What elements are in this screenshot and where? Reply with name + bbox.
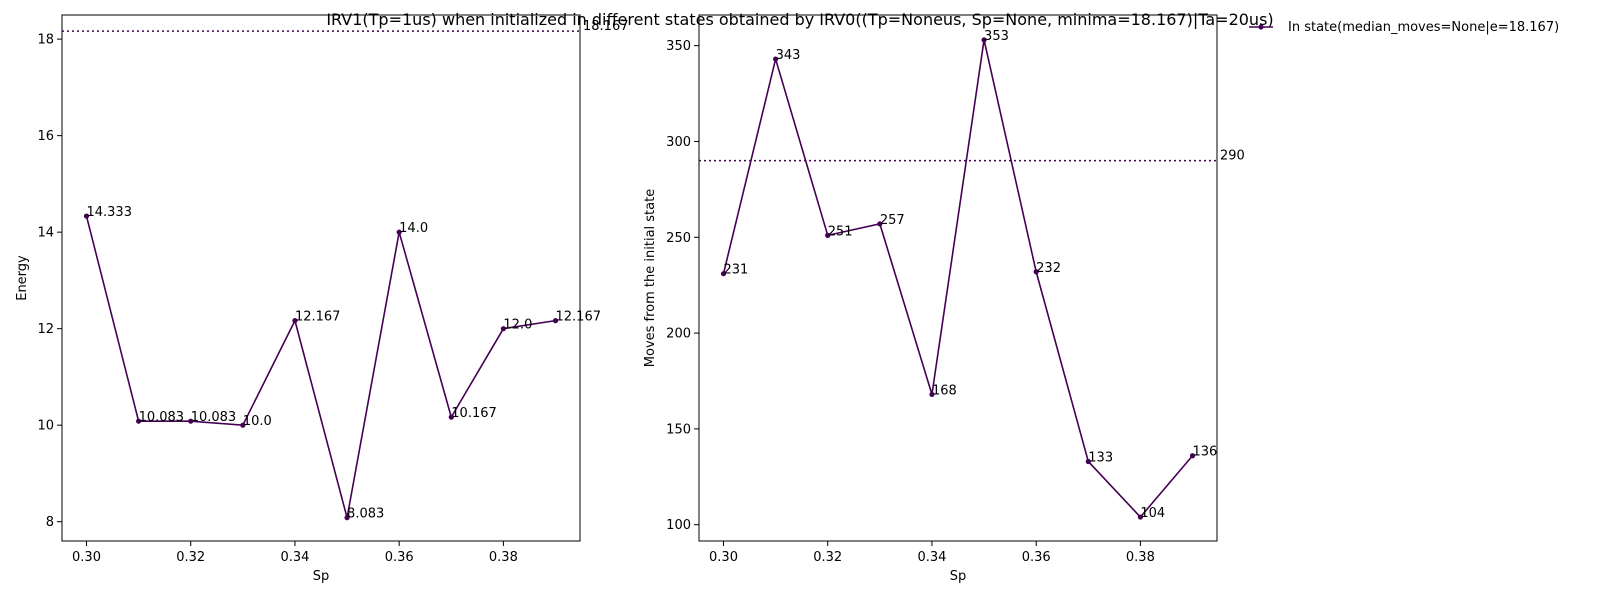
x-tick-label: 0.34 [280, 550, 309, 565]
x-tick-label: 0.36 [385, 550, 414, 565]
data-label: 257 [880, 213, 905, 228]
data-label: 12.0 [503, 318, 532, 333]
data-label: 10.167 [451, 406, 497, 421]
data-label: 133 [1088, 450, 1113, 465]
data-point [500, 326, 506, 332]
reference-line-label: 290 [1220, 149, 1245, 164]
data-point [344, 515, 350, 521]
data-label: 168 [932, 383, 957, 398]
data-point [825, 232, 831, 238]
y-axis-label: Moves from the initial state [643, 189, 658, 367]
y-tick-label: 10 [37, 419, 54, 434]
data-point [1085, 458, 1091, 465]
x-tick-label: 0.32 [176, 550, 205, 565]
data-point [188, 418, 194, 424]
y-tick-label: 18 [37, 33, 54, 48]
energy-panel: 0.30 0.32 0.34 0.36 0.38 8 10 12 14 16 18 Sp Energy 1… [15, 14, 629, 584]
y-tick-label: 350 [666, 39, 691, 54]
data-point [877, 221, 883, 227]
series-line [85, 215, 556, 518]
plot-frame [61, 14, 581, 542]
data-label: 14.333 [86, 205, 131, 220]
y-tick-label: 14 [37, 226, 54, 241]
data-label: 232 [1036, 261, 1061, 276]
y-tick-label: 12 [37, 322, 54, 337]
y-tick-label: 300 [666, 135, 691, 150]
legend: In state(median_moves=None|e=18.167) [1249, 20, 1559, 35]
y-tick-label: 8 [46, 515, 54, 530]
data-point [1189, 453, 1196, 459]
data-point [396, 229, 402, 235]
data-label: 353 [984, 29, 1009, 44]
data-point [1033, 269, 1039, 275]
legend-marker [1258, 24, 1264, 30]
data-point [240, 422, 246, 428]
x-tick-label: 0.34 [917, 550, 946, 565]
data-point [83, 213, 90, 219]
data-point [981, 37, 987, 43]
y-tick-label: 200 [666, 327, 691, 342]
chart-title: IRV1(Tp=1us) when initialized in differe… [326, 10, 1273, 29]
data-point [292, 318, 298, 324]
data-label: 10.0 [243, 414, 272, 429]
y-tick-label: 100 [666, 518, 691, 533]
data-point [1137, 514, 1143, 520]
y-tick-label: 16 [37, 129, 54, 144]
data-point [773, 56, 779, 62]
reference-line-label: 18.167 [583, 19, 629, 34]
x-tick-label: 0.36 [1022, 550, 1051, 565]
series-line [722, 39, 1194, 519]
data-label: 12.167 [295, 310, 341, 325]
x-tick-label: 0.38 [489, 550, 518, 565]
data-label: 10.083 [191, 410, 237, 425]
data-label: 10.083 [139, 410, 185, 425]
data-label: 251 [828, 224, 853, 239]
moves-panel: 0.30 0.32 0.34 0.36 0.38 100 150 200 250 300 350 Sp… [643, 14, 1245, 584]
data-label: 136 [1193, 445, 1218, 460]
x-tick-label: 0.30 [709, 550, 738, 565]
data-label: 14.0 [399, 221, 428, 236]
y-tick-label: 150 [666, 422, 691, 437]
y-tick-label: 250 [666, 231, 691, 246]
data-point [448, 414, 454, 420]
x-axis-label: Sp [950, 569, 967, 584]
plot-frame [698, 14, 1218, 542]
x-tick-label: 0.38 [1126, 550, 1155, 565]
y-axis-label: Energy [15, 255, 30, 301]
data-point [720, 271, 727, 277]
data-label: 343 [776, 48, 801, 63]
legend-label: In state(median_moves=None|e=18.167) [1288, 20, 1559, 35]
x-tick-label: 0.32 [813, 550, 842, 565]
data-point [552, 318, 559, 324]
data-point [929, 391, 935, 398]
data-label: 12.167 [556, 310, 602, 325]
data-label: 231 [723, 263, 748, 278]
x-axis-label: Sp [313, 569, 330, 584]
data-label: 104 [1140, 506, 1165, 521]
x-tick-label: 0.30 [72, 550, 101, 565]
data-label: 8.083 [347, 507, 384, 522]
data-point [136, 418, 142, 424]
